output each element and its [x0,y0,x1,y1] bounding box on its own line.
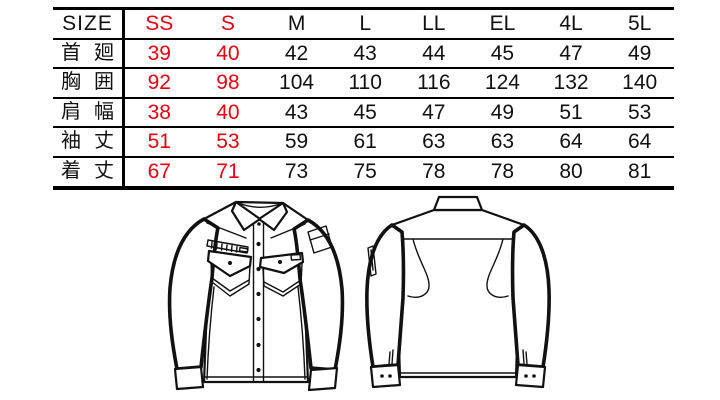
size-col-header-ll: LL [422,12,446,35]
size-col-header-s: S [220,12,235,35]
size-value-cell: 53 [628,100,652,124]
front-cuff-right [307,366,339,392]
size-col-header-4l: 4L [559,12,583,35]
size-value-cell: 47 [559,41,583,65]
chest-pocket-right [258,251,305,297]
table-row-length: 着丈 67 71 73 75 78 78 80 81 [53,157,674,186]
size-col-header-el: EL [489,12,516,35]
dimension-label: 胸囲 [53,69,125,97]
back-panel-seam-right [486,238,509,298]
size-value-cell: 47 [422,100,446,124]
size-value-cell: 124 [484,71,520,94]
size-value-cell: 63 [490,130,515,153]
size-table-header-row: SIZE SS S M L LL EL 4L 5L [53,10,674,40]
front-cuff-left [173,365,205,391]
size-value-cell: 43 [284,100,309,124]
size-value-cell: 67 [147,159,171,183]
size-value-cell: 51 [559,100,583,124]
size-value-cell: 98 [216,71,240,94]
size-value-cell: 75 [353,159,377,183]
size-value-cell: 38 [147,100,171,124]
dimension-label: 肩幅 [53,98,125,126]
size-value-cell: 44 [422,41,446,65]
front-yoke-left [206,222,247,239]
button-placket [252,222,265,382]
size-value-cell: 64 [559,130,583,153]
size-value-cell: 78 [490,159,515,183]
size-header-cell: SIZE [53,10,125,38]
shirt-front-drawing [167,200,345,392]
front-yoke-right [270,223,306,239]
size-col-header-5l: 5L [628,12,652,35]
shirt-back-body [390,208,526,379]
front-side-seam-right [297,286,306,380]
size-col-header-ss: SS [145,12,174,35]
size-value-cell: 61 [353,130,377,153]
chest-zip-strip [206,239,249,254]
size-value-cell: 73 [284,159,309,183]
dimension-label: 着丈 [53,157,125,186]
size-value-cell: 49 [628,41,652,65]
size-value-cell: 51 [147,130,171,153]
size-value-cell: 42 [284,41,309,65]
size-value-cell: 59 [284,130,309,153]
sleeve-pocket [307,225,333,254]
size-value-cell: 49 [490,100,515,124]
size-value-cell: 40 [216,41,240,65]
back-cuff-left [369,349,402,389]
size-value-cell: 110 [348,71,382,94]
table-row-chest: 胸囲 92 98 104 110 116 124 132 140 [53,69,674,99]
size-value-cell: 45 [353,100,377,124]
size-value-cell: 39 [147,41,171,65]
front-collar [230,200,289,232]
size-value-cell: 64 [628,130,652,153]
dimension-label: 袖丈 [53,128,125,156]
back-collar-stand [432,195,484,212]
size-value-cell: 132 [553,71,589,94]
size-value-cell: 53 [216,130,240,153]
size-value-cell: 78 [422,159,446,183]
dimension-label: 首廻 [53,39,125,67]
size-value-cell: 80 [559,159,583,183]
size-value-cell: 71 [216,159,240,183]
table-row-shoulder: 肩幅 38 40 43 45 47 49 51 53 [53,98,674,128]
shirt-back-drawing [365,195,551,389]
back-panel-seam-left [407,238,430,298]
size-value-cell: 63 [422,130,446,153]
size-value-cell: 40 [216,100,240,124]
size-value-cell: 116 [417,71,451,94]
back-cuff-right [514,349,547,389]
size-value-cell: 104 [279,71,315,94]
size-col-header-l: L [359,12,372,35]
front-side-seam-left [206,286,215,380]
size-value-cell: 45 [490,41,515,65]
size-value-cell: 140 [622,71,658,94]
size-col-header-m: M [287,12,306,35]
back-sleeve-pocket-edge [367,245,377,277]
size-table: SIZE SS S M L LL EL 4L 5L 首廻 39 40 42 43… [53,7,674,190]
table-row-neck: 首廻 39 40 42 43 44 45 47 49 [53,39,674,69]
size-value-cell: 43 [353,41,377,65]
back-sleeve-right [510,223,551,369]
size-value-cell: 81 [628,159,652,183]
chest-pocket-left [206,249,253,297]
size-value-cell: 92 [147,71,171,94]
table-row-sleeve: 袖丈 51 53 59 61 63 63 64 64 [53,128,674,158]
